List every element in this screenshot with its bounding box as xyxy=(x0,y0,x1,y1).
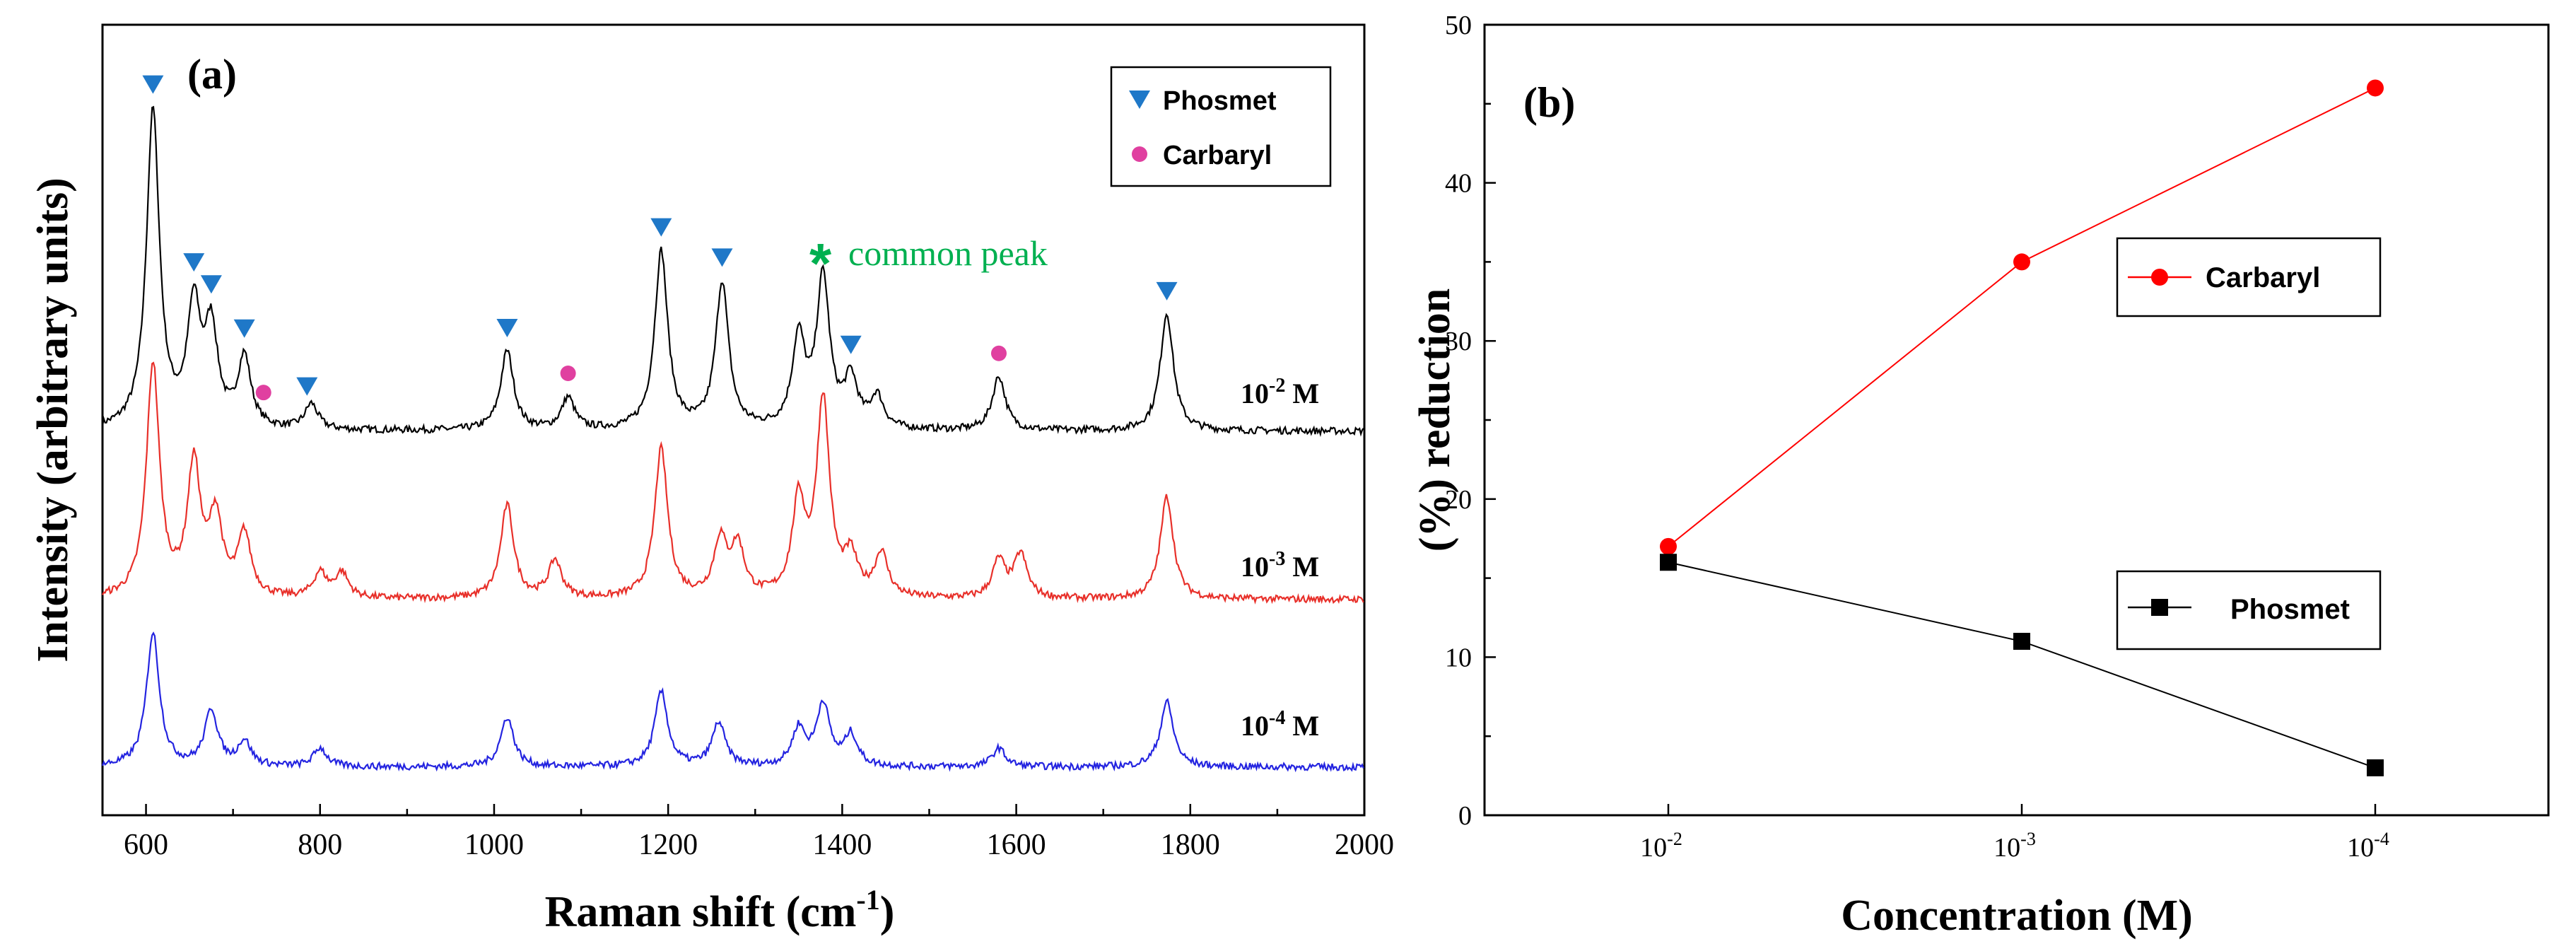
asterisk-icon: * xyxy=(809,232,832,295)
phosmet-legend-icon xyxy=(1129,91,1150,109)
panel-b-y-axis-label: (%) reduction xyxy=(1411,288,1459,552)
y-tick-label: 40 xyxy=(1445,169,1472,199)
series-label-base: 10 xyxy=(1241,378,1269,409)
x-label-end: ) xyxy=(880,888,895,936)
x-tick-base: 10 xyxy=(1640,833,1667,863)
y-tick-label: 20 xyxy=(1445,485,1472,515)
panel-a-label: (a) xyxy=(187,51,237,98)
carbaryl-legend-marker-icon xyxy=(2151,269,2168,286)
spectrum-trace-3 xyxy=(101,631,1364,773)
x-tick-label: 1200 xyxy=(638,829,698,861)
x-tick-label: 10-2 xyxy=(1640,829,1682,863)
x-tick-base: 10 xyxy=(2347,833,2374,863)
series-label-1: 10-2 M xyxy=(1241,375,1319,409)
phosmet-point xyxy=(2367,759,2384,776)
spectrum-trace-1 xyxy=(101,105,1364,438)
panel-a-peak-markers xyxy=(142,75,1178,401)
phosmet-legend-marker-icon xyxy=(2151,599,2168,616)
series-label-exponent: -2 xyxy=(1269,375,1285,397)
carbaryl-marker xyxy=(990,345,1007,361)
x-tick-label: 1400 xyxy=(812,829,872,861)
series-label-3: 10-4 M xyxy=(1241,707,1319,742)
legend-phosmet-label: Phosmet xyxy=(1163,86,1277,116)
common-peak-annotation: * common peak xyxy=(809,232,1048,295)
phosmet-marker xyxy=(200,275,222,294)
carbaryl-marker xyxy=(560,365,576,381)
panel-a-plot-frame xyxy=(101,23,1366,817)
panel-b-series xyxy=(1660,79,2384,776)
carbaryl-line xyxy=(1668,87,2376,547)
phosmet-marker xyxy=(1156,281,1178,301)
series-label-base: 10 xyxy=(1241,551,1269,583)
phosmet-marker xyxy=(840,335,862,354)
phosmet-legend: Phosmet xyxy=(2116,570,2382,650)
carbaryl-legend: Carbaryl xyxy=(2116,237,2382,317)
series-label-exponent: -3 xyxy=(1269,548,1285,570)
panel-a-y-axis-label: Intensity (arbitrary units) xyxy=(29,177,77,662)
panel-a-x-ticks: 600 800 1000 1200 1400 1600 1800 2000 xyxy=(124,804,1394,861)
x-tick-label: 1600 xyxy=(987,829,1046,861)
carbaryl-point xyxy=(2367,79,2384,97)
x-tick-exponent: -3 xyxy=(2020,829,2036,849)
x-label-superscript: -1 xyxy=(856,884,879,916)
x-tick-label: 2000 xyxy=(1335,829,1394,861)
phosmet-marker xyxy=(142,75,164,94)
y-tick-label: 10 xyxy=(1445,643,1472,672)
y-tick-label: 30 xyxy=(1445,327,1472,356)
phosmet-marker xyxy=(296,377,318,396)
panel-a-x-axis-label: Raman shift (cm-1) xyxy=(545,884,895,936)
panel-b-plot-frame xyxy=(1483,23,2550,817)
panel-a-legend: Phosmet Carbaryl xyxy=(1110,66,1332,187)
panel-a-raman-spectra: 600 800 1000 1200 1400 1600 1800 2000 10-2 M10-… xyxy=(29,23,1394,936)
x-tick-label: 600 xyxy=(124,829,168,861)
phosmet-point xyxy=(1660,554,1677,571)
series-label-2: 10-3 M xyxy=(1241,548,1319,583)
phosmet-marker xyxy=(183,253,205,272)
x-label-main: Raman shift (cm xyxy=(545,888,857,936)
panel-b-y-ticks: 0 10 20 30 40 50 xyxy=(1445,11,1496,831)
spectrum-trace-2 xyxy=(102,361,1364,605)
phosmet-point xyxy=(2013,633,2030,650)
panel-b-label: (b) xyxy=(1523,79,1575,126)
panel-b-x-ticks: 10-2 10-3 10-4 xyxy=(1640,804,2389,863)
carbaryl-legend-text: Carbaryl xyxy=(2206,262,2320,293)
y-tick-label: 0 xyxy=(1458,801,1472,831)
x-tick-label: 1000 xyxy=(464,829,524,861)
series-label-unit: M xyxy=(1285,378,1319,409)
panel-b-x-axis-label: Concentration (M) xyxy=(1841,892,2193,940)
phosmet-marker xyxy=(711,248,733,267)
x-tick-label: 1800 xyxy=(1161,829,1220,861)
x-tick-exponent: -4 xyxy=(2374,829,2389,849)
x-tick-base: 10 xyxy=(1994,833,2020,863)
x-tick-label: 10-3 xyxy=(1994,829,2036,863)
phosmet-marker xyxy=(496,318,518,337)
series-label-base: 10 xyxy=(1241,710,1269,742)
panel-a-series-labels: 10-2 M10-3 M10-4 M xyxy=(1241,375,1319,742)
x-tick-label: 800 xyxy=(298,829,342,861)
x-tick-label: 10-4 xyxy=(2347,829,2389,863)
carbaryl-legend-icon xyxy=(1132,146,1147,162)
phosmet-marker xyxy=(233,319,255,338)
series-label-exponent: -4 xyxy=(1269,707,1285,729)
panel-a-traces xyxy=(101,105,1364,773)
x-tick-exponent: -2 xyxy=(1667,829,1682,849)
y-tick-label: 50 xyxy=(1445,11,1472,40)
carbaryl-point xyxy=(1660,537,1677,555)
phosmet-legend-text: Phosmet xyxy=(2230,594,2350,625)
carbaryl-marker xyxy=(255,385,271,401)
carbaryl-point xyxy=(2013,253,2030,271)
legend-box xyxy=(1110,66,1332,187)
common-peak-label: common peak xyxy=(848,233,1048,273)
series-label-unit: M xyxy=(1285,710,1319,742)
series-label-unit: M xyxy=(1285,551,1319,583)
phosmet-marker xyxy=(650,218,672,237)
legend-carbaryl-label: Carbaryl xyxy=(1163,141,1272,170)
